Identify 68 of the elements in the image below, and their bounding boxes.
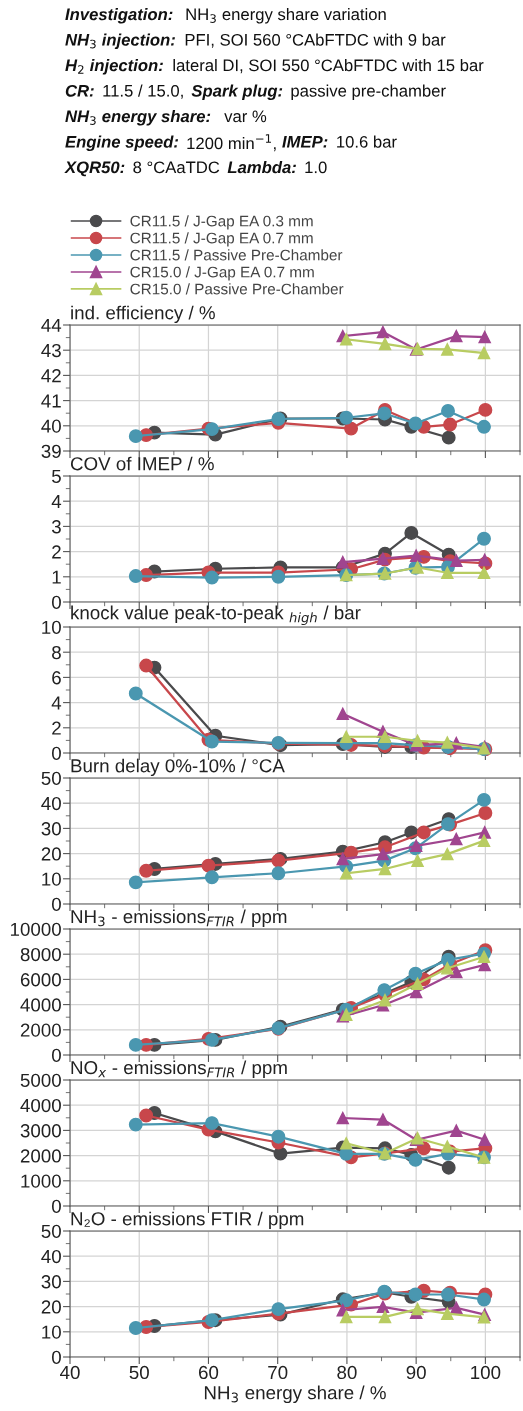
y-tick-label: 30 (41, 822, 61, 836)
y-tick-label: 20 (41, 847, 61, 861)
y-tick-label: 43 (41, 343, 61, 358)
y-tick-label: 10 (42, 1325, 61, 1339)
y-tick-label: 40 (41, 419, 61, 433)
legend-label: CR11.5 / Passive Pre-Chamber (130, 249, 343, 261)
chart-title: NH$_{3}$ - emissions$_{FTIR}$ / ppm (71, 909, 287, 927)
chart-title: N₂O - emissions FTIR / ppm (71, 1211, 304, 1230)
text: CR: 11.5 / 15.0, Spark plug: passive pre-chamber (65, 84, 446, 101)
y-tick-label: 0 (51, 1199, 61, 1213)
y-tick-label: 8000 (20, 947, 61, 962)
y-tick-label: 0 (51, 1350, 61, 1364)
text: Engine speed: 1200 min$^{−1}$, IMEP: 10.6 bar (65, 134, 397, 152)
y-tick-label: 6 (52, 671, 61, 685)
y-tick-label: 40 (41, 796, 61, 811)
y-tick-label: 4 (51, 495, 62, 508)
y-tick-label: 6000 (20, 973, 61, 987)
x-tick-label: 90 (406, 1365, 426, 1380)
x-axis-title: NH$_{3}$ energy share / % (204, 1385, 386, 1404)
y-tick-label: 4000 (20, 998, 61, 1012)
chart-title: NO$_{x}$ - emissions$_{FTIR}$ / ppm (71, 1060, 287, 1078)
y-tick-label: 3000 (20, 1124, 61, 1138)
y-tick-label: 5000 (20, 1073, 61, 1087)
y-tick-label: 20 (41, 1300, 61, 1314)
legend-label: CR15.0 / Passive Pre-Chamber (130, 283, 344, 295)
text: NH$_{3}$ energy share: var % (65, 110, 267, 126)
y-tick-label: 0 (51, 1048, 61, 1062)
y-tick-label: 41 (41, 394, 61, 408)
y-tick-label: 2000 (20, 1023, 61, 1037)
x-tick-label: 60 (198, 1365, 219, 1380)
y-tick-label: 10 (42, 872, 61, 886)
chart-title: knock value peak-to-peak $_{high}$ / bar (71, 605, 361, 625)
y-tick-label: 3 (51, 520, 61, 534)
text: H$_{2}$ injection: lateral DI, SOI 550 °CAbFTDC with 15 bar (65, 59, 484, 75)
y-tick-label: 39 (41, 444, 61, 458)
text: XQR50: 8 °CAaTDC Lambda: 1.0 (64, 161, 327, 177)
y-tick-label: 44 (41, 318, 62, 332)
y-tick-label: 10000 (10, 922, 61, 936)
legend-label: CR15.0 / J-Gap EA 0.7 mm (130, 266, 314, 281)
y-tick-label: 4 (51, 696, 62, 710)
y-tick-label: 42 (41, 369, 61, 383)
y-tick-label: 40 (41, 1249, 61, 1264)
y-tick-label: 2 (52, 721, 61, 735)
y-tick-label: 2 (52, 545, 61, 559)
legend-label: CR11.5 / J-Gap EA 0.3 mm (130, 215, 313, 230)
y-tick-label: 0 (51, 595, 61, 609)
y-tick-label: 50 (41, 1224, 61, 1238)
chart-title: Burn delay 0%-10% / °CA (71, 758, 285, 777)
x-tick-label: 80 (337, 1365, 357, 1380)
text: NH$_{3}$ injection: PFI, SOI 560 °CAbFTDC with 9 bar (65, 33, 446, 50)
y-tick-label: 10 (42, 620, 61, 634)
chart-title: COV of IMEP / % (70, 456, 214, 471)
y-tick-label: 0 (51, 746, 61, 760)
x-tick-label: 50 (129, 1365, 149, 1380)
chart-title: ind. efficiency / % (71, 305, 215, 324)
y-tick-label: 2000 (20, 1149, 61, 1163)
x-tick-label: 100 (471, 1365, 501, 1380)
y-tick-label: 30 (41, 1275, 61, 1289)
y-tick-label: 1000 (21, 1174, 61, 1188)
y-tick-label: 5 (51, 469, 61, 483)
y-tick-label: 50 (41, 771, 61, 785)
legend-label: CR11.5 / J-Gap EA 0.7 mm (130, 232, 313, 247)
text: Investigation: NH$_{3}$ energy share variation (65, 8, 386, 24)
y-tick-label: 1 (52, 570, 61, 584)
y-tick-label: 4000 (20, 1098, 61, 1113)
x-tick-label: 70 (268, 1365, 288, 1380)
y-tick-label: 0 (51, 897, 61, 911)
y-tick-label: 8 (52, 645, 61, 660)
